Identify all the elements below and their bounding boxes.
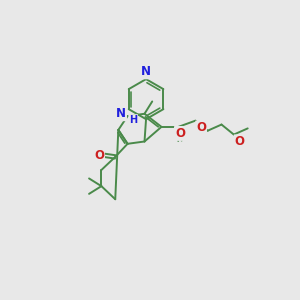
Text: O: O [175,127,185,140]
Text: N: N [141,65,151,78]
Text: O: O [235,135,244,148]
Text: N: N [116,107,126,120]
Text: H: H [129,115,137,125]
Text: O: O [94,149,104,162]
Text: O: O [196,122,206,134]
